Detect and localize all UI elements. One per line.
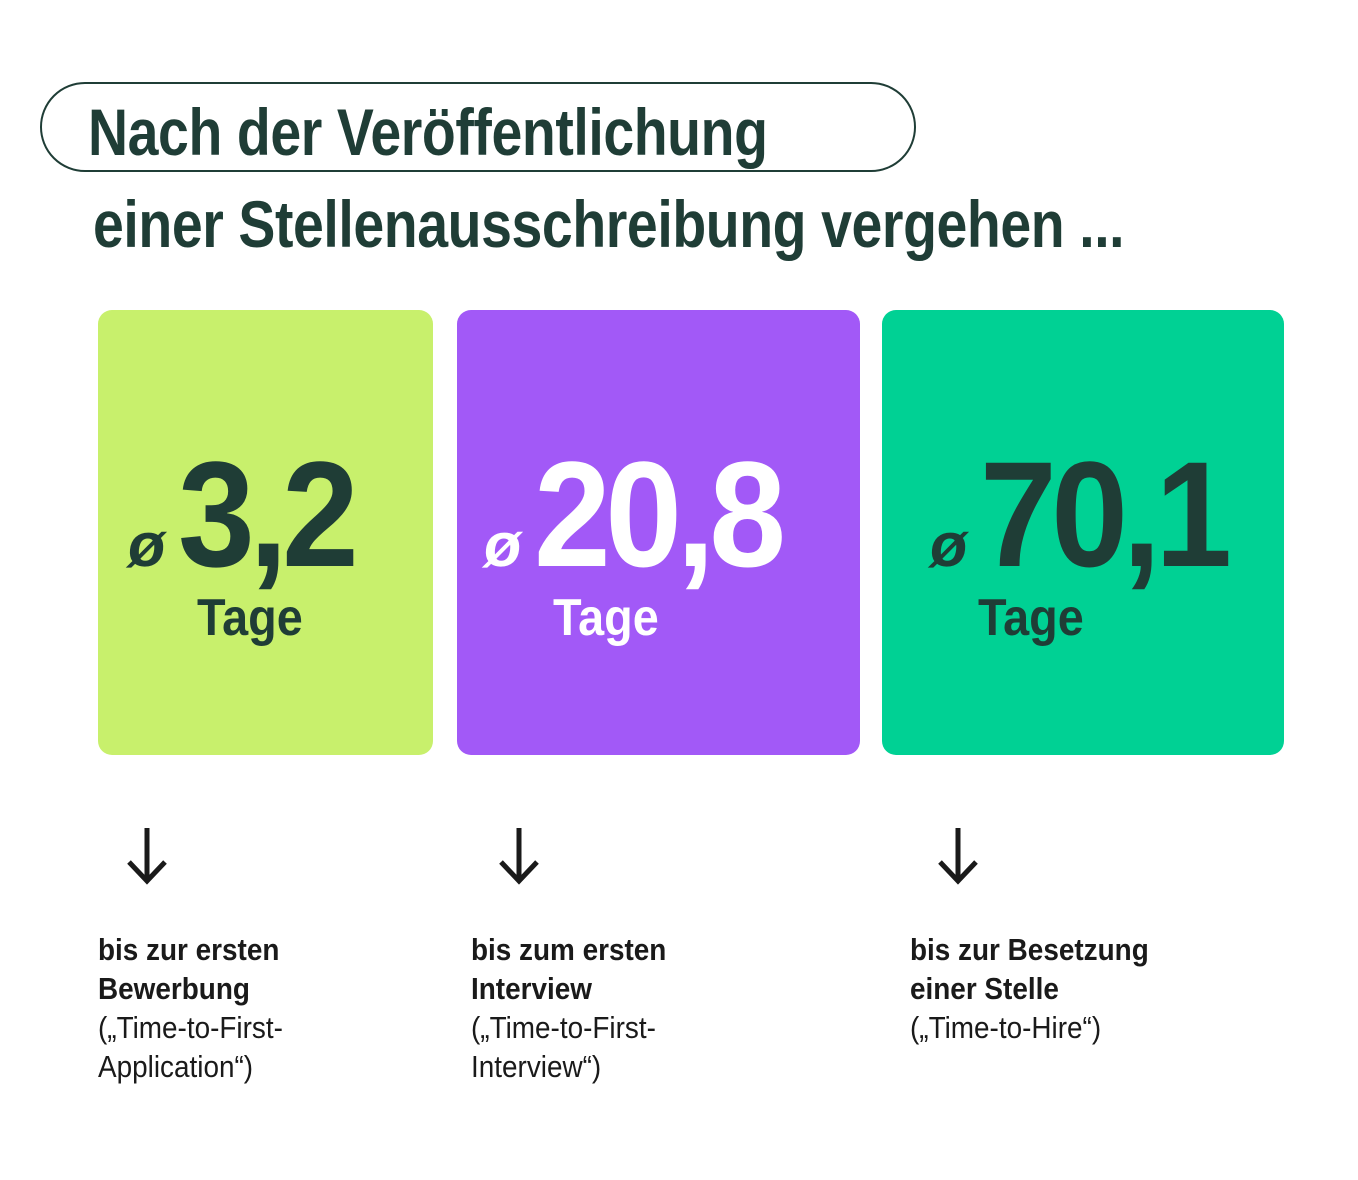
description-line: („Time-to-Hire“)	[910, 1010, 1102, 1045]
description-time-to-hire: bis zur Besetzung einer Stelle („Time-to…	[910, 930, 1175, 1047]
title-line-1: Nach der Veröffentlichung	[88, 95, 768, 169]
title-line-2: einer Stellenausschreibung vergehen ...	[93, 187, 1125, 261]
description-line: („Time-to-First-	[98, 1010, 283, 1045]
title-pill-outline	[40, 82, 916, 172]
average-symbol: ø	[926, 511, 972, 580]
average-symbol: ø	[124, 511, 170, 580]
stat-unit: Tage	[553, 589, 659, 647]
description-bold-line: Interview	[471, 971, 592, 1006]
description-bold-line: einer Stelle	[910, 971, 1059, 1006]
stat-card-first-interview: ø20,8 Tage	[457, 310, 860, 755]
stat-value: 20,8	[533, 430, 786, 598]
stat-value: 70,1	[979, 430, 1232, 598]
arrow-down-icon	[938, 828, 978, 885]
arrow-down-icon	[127, 828, 167, 885]
stat-card-first-application: ø3,2 Tage	[98, 310, 433, 755]
description-line: Interview“)	[471, 1049, 602, 1084]
stat-card-time-to-hire: ø70,1 Tage	[882, 310, 1284, 755]
stat-unit: Tage	[197, 589, 303, 647]
description-line: Application“)	[98, 1049, 254, 1084]
description-bold-line: bis zur ersten	[98, 932, 280, 967]
average-symbol: ø	[480, 511, 526, 580]
stat-value: 3,2	[177, 430, 359, 598]
arrow-down-icon	[499, 828, 539, 885]
description-bold-line: Bewerbung	[98, 971, 250, 1006]
description-first-interview: bis zum ersten Interview („Time-to-First…	[471, 930, 688, 1086]
description-bold-line: bis zum ersten	[471, 932, 667, 967]
description-bold-line: bis zur Besetzung	[910, 932, 1149, 967]
stat-unit: Tage	[978, 589, 1084, 647]
description-first-application: bis zur ersten Bewerbung („Time-to-First…	[98, 930, 303, 1086]
description-line: („Time-to-First-	[471, 1010, 656, 1045]
